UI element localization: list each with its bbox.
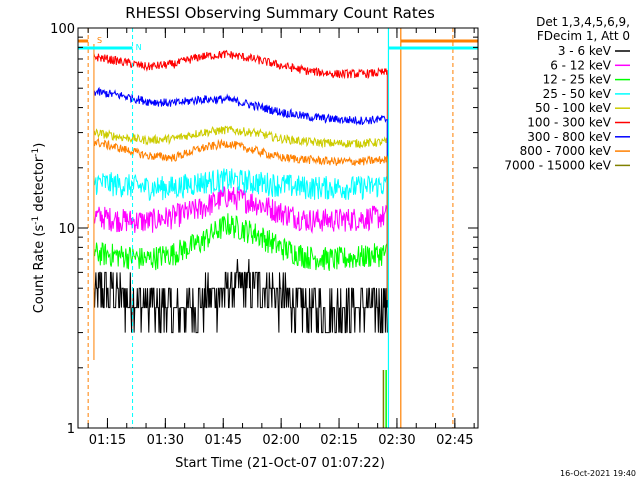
plot-area xyxy=(93,49,388,334)
legend-entry-label: 800 - 7000 keV xyxy=(520,144,612,158)
legend-entry-label: 50 - 100 keV xyxy=(535,101,612,115)
legend-entry-label: 25 - 50 keV xyxy=(543,87,612,101)
series-line-5 xyxy=(93,49,388,80)
generated-timestamp: 16-Oct-2021 19:40 xyxy=(560,469,636,478)
legend-entry-label: 100 - 300 keV xyxy=(527,116,611,130)
instrument-state-markers: SN xyxy=(78,28,478,428)
series-line-0 xyxy=(93,258,388,334)
legend-entry-label: 3 - 6 keV xyxy=(558,44,612,58)
series-line-1 xyxy=(93,186,388,234)
chart-title: RHESSI Observing Summary Count Rates xyxy=(125,4,435,22)
legend-entry-label: 7000 - 15000 keV xyxy=(504,158,611,172)
y-tick-label: 10 xyxy=(58,222,75,237)
x-tick-label: 02:45 xyxy=(436,433,473,448)
series-line-6 xyxy=(93,86,388,126)
x-tick-label: 02:15 xyxy=(320,433,357,448)
y-axis-label: Count Rate (s-1 detector-1) xyxy=(31,143,47,314)
series-line-4 xyxy=(93,125,388,149)
legend-entry-label: 300 - 800 keV xyxy=(527,130,611,144)
x-tick-label: 01:15 xyxy=(89,433,126,448)
legend-header-line-2: FDecim 1, Att 0 xyxy=(537,29,630,43)
x-tick-label: 02:00 xyxy=(262,433,299,448)
series-line-7 xyxy=(93,137,388,166)
legend-header-line-1: Det 1,3,4,5,6,9, xyxy=(536,15,630,29)
x-tick-label: 01:45 xyxy=(205,433,242,448)
x-tick-label: 02:30 xyxy=(378,433,415,448)
axes: 1 10 100 01:15 01:30 01:45 02:00 02:15 02:30 02:4… xyxy=(50,22,479,448)
legend-entry-label: 12 - 25 keV xyxy=(543,73,612,87)
x-axis-label: Start Time (21-Oct-07 01:07:22) xyxy=(175,456,385,471)
legend-entry-label: 6 - 12 keV xyxy=(550,58,612,72)
series-line-3 xyxy=(93,168,388,202)
x-tick-label: 01:30 xyxy=(147,433,184,448)
marker-letter: S xyxy=(97,36,102,45)
legend: Det 1,3,4,5,6,9, FDecim 1, Att 0 3 - 6 k… xyxy=(504,15,630,172)
y-tick-label: 100 xyxy=(50,22,75,37)
marker-letter: N xyxy=(136,43,142,52)
series-line-2 xyxy=(93,213,388,271)
y-tick-label: 1 xyxy=(67,422,75,437)
